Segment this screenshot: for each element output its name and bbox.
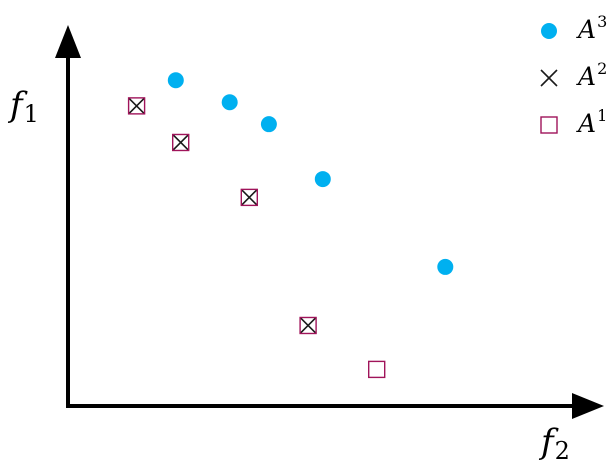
legend-label-a1: A1 <box>578 106 607 138</box>
point-a3-3 <box>260 116 277 133</box>
legend-marker-circle-icon <box>541 23 557 39</box>
point-a3-1 <box>167 72 184 89</box>
point-a2-3 <box>240 188 258 206</box>
legend-marker-square-icon <box>540 116 558 134</box>
data-marks <box>127 72 454 379</box>
y-axis-arrowhead <box>55 25 81 58</box>
point-a2-4 <box>299 316 317 335</box>
point-a2-1 <box>128 97 146 115</box>
y-axis-label: f1 <box>10 85 39 128</box>
point-a3-5 <box>437 258 454 275</box>
point-a3-4 <box>314 171 331 188</box>
point-a1-3 <box>240 188 259 207</box>
point-a1-2 <box>171 133 190 152</box>
legend-marker-cross-icon <box>540 69 558 87</box>
x-axis-label: f2 <box>541 422 570 465</box>
legend-label-a2: A2 <box>578 59 607 91</box>
x-axis-arrowhead <box>572 393 604 419</box>
point-a3-2 <box>221 94 238 111</box>
point-a1-4 <box>299 316 317 335</box>
axes <box>55 25 604 419</box>
point-a1-5 <box>368 360 386 379</box>
point-a1-1 <box>127 97 146 115</box>
point-a2-2 <box>172 133 190 152</box>
legend-label-a3: A3 <box>578 12 607 44</box>
